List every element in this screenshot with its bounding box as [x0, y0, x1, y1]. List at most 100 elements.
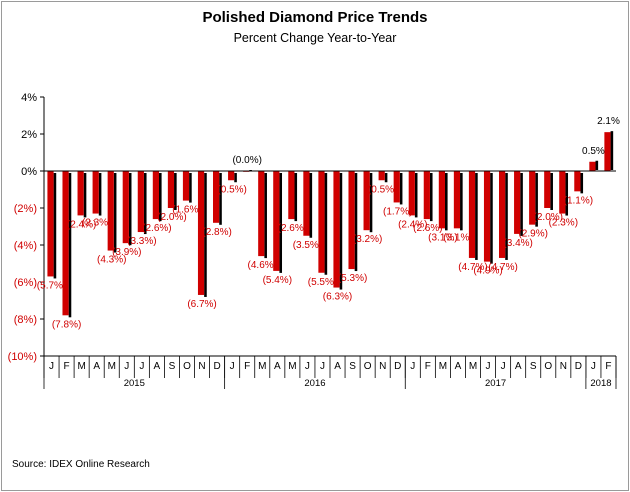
- bar-shadow: [174, 173, 177, 210]
- bar-shadow: [580, 173, 584, 194]
- data-label: (4.7%): [488, 262, 517, 273]
- x-tick-label: A: [154, 361, 161, 372]
- x-tick-label: N: [379, 361, 386, 372]
- bar: [197, 171, 205, 295]
- x-tick-label: S: [169, 361, 176, 372]
- data-label: (1.1%): [564, 195, 593, 206]
- y-tick-label: (6%): [14, 277, 37, 289]
- bar: [273, 171, 280, 271]
- bar-shadow: [505, 173, 508, 260]
- chart-title: Polished Diamond Price Trends: [202, 9, 428, 26]
- bar-shadow: [113, 173, 117, 253]
- bar-shadow: [189, 173, 192, 203]
- data-label: 2.1%: [597, 116, 620, 127]
- y-tick-label: 2%: [21, 129, 37, 141]
- bar-shadow: [339, 173, 343, 290]
- x-tick-label: J: [410, 361, 415, 372]
- x-tick-label: A: [334, 361, 341, 372]
- bar-shadow: [98, 173, 102, 216]
- data-label: (2.6%): [142, 223, 171, 234]
- source-note: Source: IDEX Online Research: [12, 459, 150, 470]
- data-label: 0.5%: [582, 146, 605, 157]
- bar: [604, 132, 611, 171]
- bar: [544, 171, 551, 208]
- x-tick-label: M: [108, 361, 116, 372]
- x-tick-label: F: [605, 361, 611, 372]
- chart-subtitle: Percent Change Year-to-Year: [233, 31, 397, 45]
- bar: [182, 171, 190, 201]
- data-label: (0.0%): [232, 155, 261, 166]
- bar: [122, 171, 129, 244]
- bar: [288, 171, 295, 220]
- data-label: (3.1%): [428, 232, 457, 243]
- data-label: (3.9%): [112, 247, 141, 258]
- bar: [574, 171, 581, 192]
- bar-shadow: [460, 173, 463, 231]
- data-label: (0.5%): [368, 184, 397, 195]
- data-label: (5.4%): [263, 275, 292, 286]
- data-label: (6.7%): [187, 299, 216, 310]
- bar: [137, 171, 144, 233]
- x-tick-label: A: [515, 361, 522, 372]
- data-label: (5.5%): [308, 277, 337, 288]
- year-label: 2018: [590, 378, 611, 389]
- bar: [483, 171, 491, 262]
- bar-shadow: [429, 173, 433, 222]
- bar-shadow: [610, 131, 614, 170]
- x-tick-label: M: [439, 361, 447, 372]
- bar: [438, 171, 445, 229]
- bar: [453, 171, 461, 229]
- data-label: (2.4%): [67, 219, 96, 230]
- x-tick-label: D: [575, 361, 582, 372]
- x-tick-label: N: [198, 361, 205, 372]
- bar-shadow: [143, 173, 147, 235]
- bar: [559, 171, 566, 214]
- x-tick-label: J: [124, 361, 129, 372]
- bar-shadow: [520, 173, 523, 236]
- data-label: (4.6%): [248, 260, 277, 271]
- bar: [468, 171, 476, 258]
- x-tick-label: O: [544, 361, 552, 372]
- x-tick-label: J: [320, 361, 325, 372]
- bar-shadow: [595, 160, 599, 170]
- bar: [348, 171, 355, 270]
- year-label: 2015: [124, 378, 145, 389]
- data-label: (2.3%): [549, 218, 578, 229]
- x-tick-label: O: [183, 361, 191, 372]
- bar: [514, 171, 521, 234]
- bar-shadow: [324, 173, 328, 275]
- x-tick-label: M: [288, 361, 296, 372]
- bar-shadow: [535, 173, 538, 227]
- bar: [529, 171, 536, 225]
- x-tick-label: A: [93, 361, 100, 372]
- bar-shadow: [444, 173, 448, 231]
- x-tick-label: N: [560, 361, 567, 372]
- bar: [47, 171, 54, 277]
- data-label: (2.6%): [278, 223, 307, 234]
- data-label: (3.4%): [503, 238, 532, 249]
- bar-shadow: [399, 173, 403, 205]
- bar-shadow: [309, 173, 313, 238]
- bar-shadow: [234, 173, 237, 183]
- y-tick-label: 4%: [21, 92, 37, 104]
- year-label: 2017: [485, 378, 506, 389]
- data-label: (2.6%): [413, 223, 442, 234]
- y-tick-label: (10%): [8, 351, 37, 363]
- data-label: (2.0%): [157, 212, 186, 223]
- bar: [228, 171, 235, 181]
- x-tick-label: J: [486, 361, 491, 372]
- year-label: 2016: [304, 378, 325, 389]
- data-label: (3.2%): [353, 234, 382, 245]
- x-tick-label: J: [230, 361, 235, 372]
- bar-shadow: [475, 173, 478, 260]
- bar-shadow: [264, 173, 267, 259]
- bar-shadow: [83, 173, 87, 218]
- bar: [408, 171, 415, 216]
- x-tick-label: M: [469, 361, 477, 372]
- data-label: (2.3%): [82, 218, 111, 229]
- data-label: (1.6%): [172, 205, 201, 216]
- data-label: (2.0%): [534, 212, 563, 223]
- bar: [152, 171, 159, 220]
- bar: [423, 171, 430, 220]
